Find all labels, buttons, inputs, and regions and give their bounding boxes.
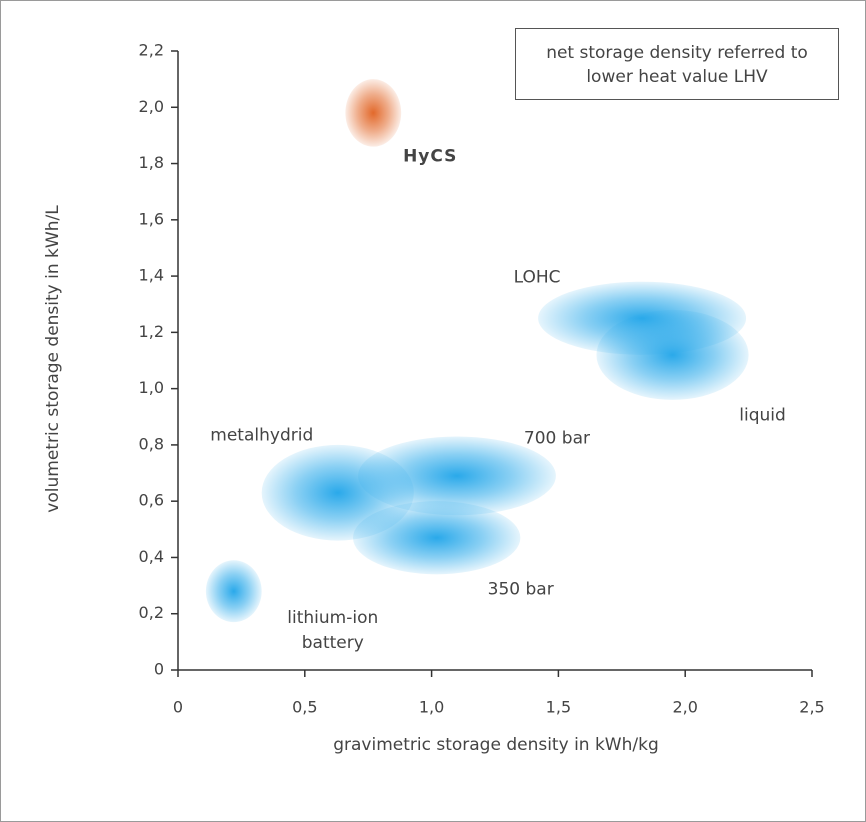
x-tick-label: 0,5 (292, 698, 317, 717)
y-tick-label: 0,2 (139, 603, 164, 622)
series-label: 700 bar (523, 428, 590, 449)
x-tick-label: 1,0 (419, 698, 444, 717)
series-label: LOHC (513, 267, 561, 288)
y-tick-label: 1,8 (139, 153, 164, 172)
x-tick-label: 2,5 (799, 698, 824, 717)
data-ellipse (596, 309, 749, 400)
y-tick-label: 0,4 (139, 547, 164, 566)
series-label: liquid (739, 405, 786, 426)
x-tick-label: 1,5 (546, 698, 571, 717)
y-tick-label: 2,0 (139, 97, 164, 116)
y-tick-label: 1,2 (139, 322, 164, 341)
x-tick-label: 2,0 (672, 698, 697, 717)
data-ellipse (352, 501, 521, 575)
x-tick-label: 0 (173, 698, 183, 717)
x-axis-label: gravimetric storage density in kWh/kg (333, 735, 659, 755)
series-label: 350 bar (487, 579, 554, 600)
y-tick-label: 2,2 (139, 41, 164, 60)
y-tick-label: 0,6 (139, 491, 164, 510)
y-tick-label: 0,8 (139, 434, 164, 453)
annotation: net storage density referred to lower he… (515, 28, 839, 100)
y-tick-label: 1,6 (139, 209, 164, 228)
data-ellipse (345, 79, 402, 147)
y-tick-label: 1,4 (139, 266, 164, 285)
series-label: HyCS (403, 146, 458, 167)
series-label: metalhydrid (210, 425, 314, 446)
y-axis-label: volumetric storage density in kWh/L (43, 205, 63, 513)
series-label: lithium-ion battery (287, 608, 379, 654)
data-ellipse (205, 560, 262, 623)
y-tick-label: 0 (154, 660, 164, 679)
y-tick-label: 1,0 (139, 378, 164, 397)
